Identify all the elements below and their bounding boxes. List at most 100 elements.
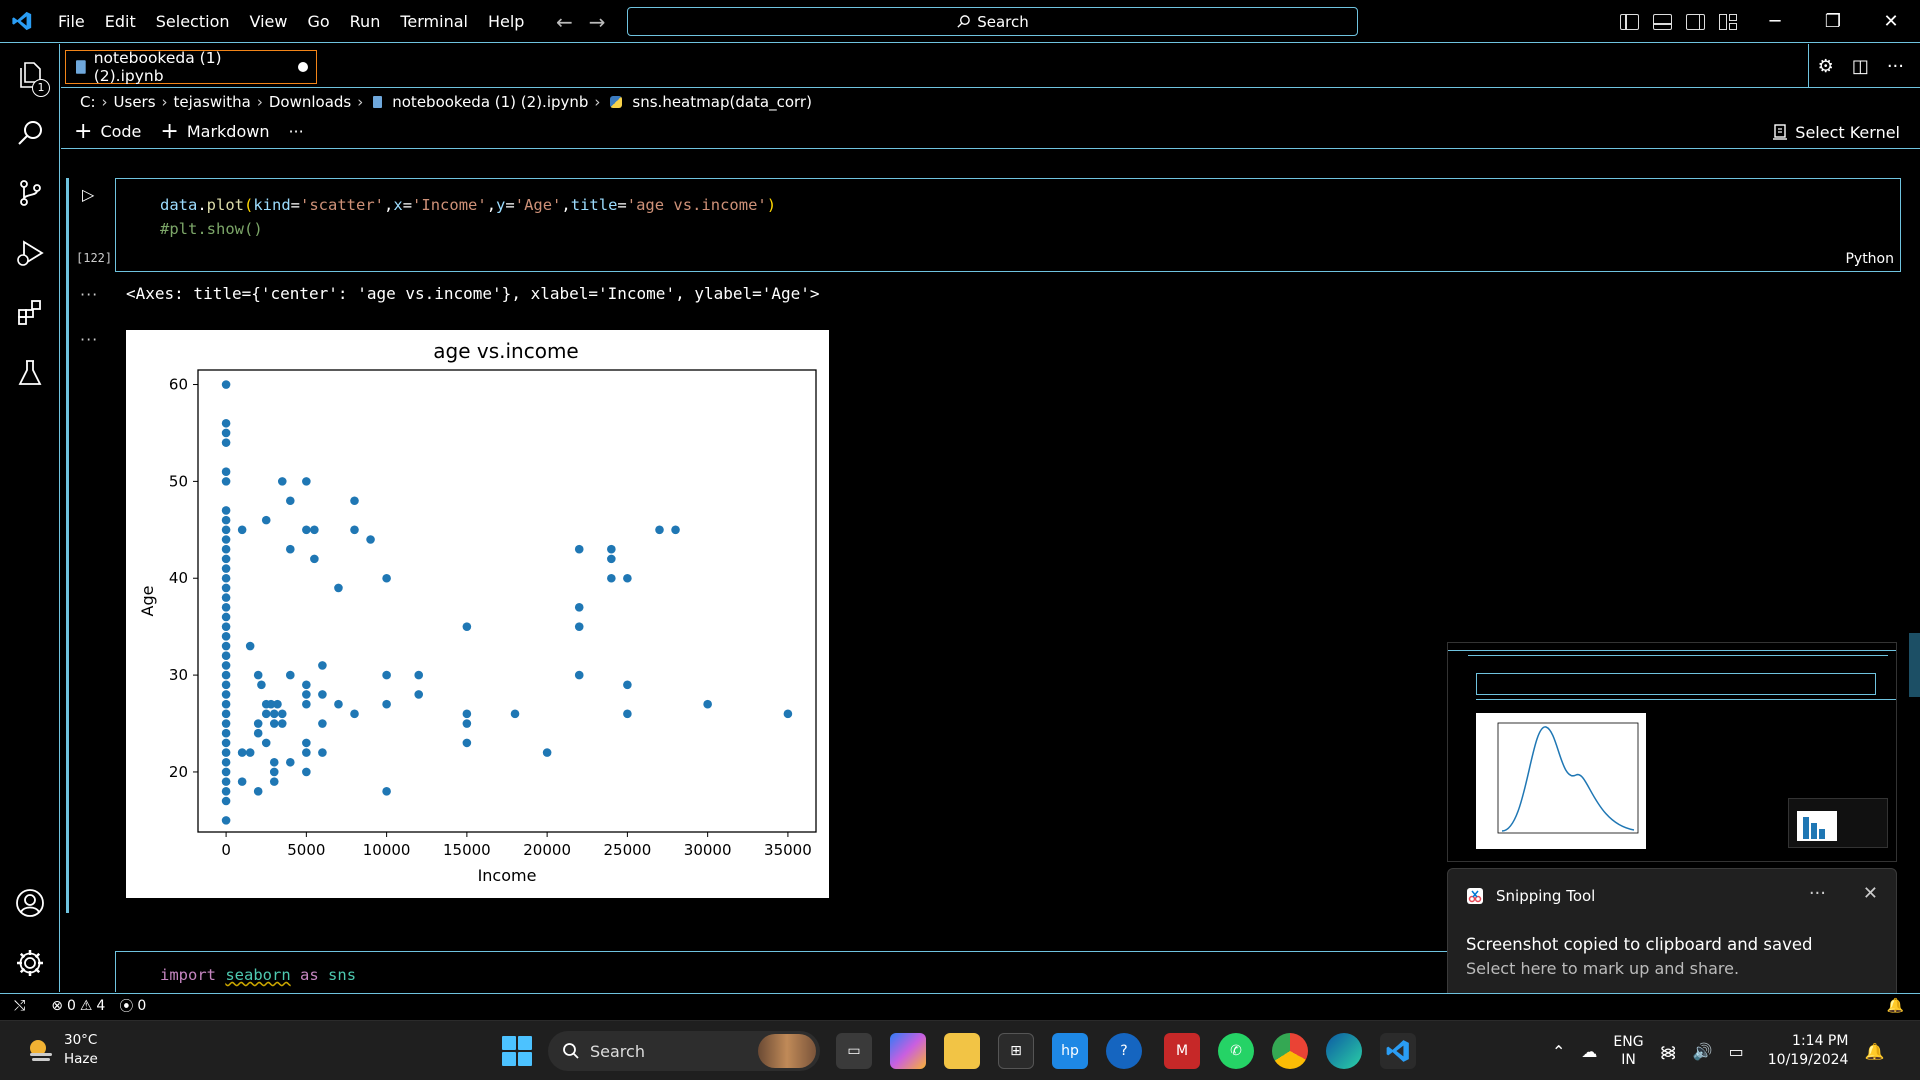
search-icon [957,15,971,28]
problems-indicator[interactable]: ⊗ 0 ⚠ 4 [51,998,105,1014]
more-actions-icon[interactable]: ··· [1886,55,1904,77]
scatter-point [221,525,231,535]
whatsapp-icon[interactable]: ✆ [1218,1033,1254,1069]
battery-icon[interactable]: ▭ [1728,1041,1744,1061]
edge-icon[interactable] [1326,1033,1362,1069]
code-cell[interactable]: data.plot(kind='scatter',x='Income',y='A… [115,178,1901,272]
select-kernel-button[interactable]: Select Kernel [1773,115,1900,149]
scatter-point [221,748,231,757]
clock[interactable]: 1:14 PM 10/19/2024 [1768,1032,1849,1070]
menu-file[interactable]: File [58,11,85,31]
scatter-point [574,622,584,631]
menu-run[interactable]: Run [349,11,381,31]
output-more-icon[interactable]: ··· [80,330,99,349]
x-tick-label: 0 [221,841,231,859]
add-markdown-cell-button[interactable]: + Markdown [160,120,269,142]
unsaved-dot-icon[interactable] [298,62,309,72]
show-hidden-icons-chevron-icon[interactable]: ⌃ [1552,1041,1566,1061]
breadcrumb-file[interactable]: notebookeda (1) (2).ipynb [392,93,589,111]
toggle-panel-icon[interactable] [1653,13,1672,30]
wifi-icon[interactable]: ᯼ [1659,1042,1677,1061]
cell-source[interactable]: data.plot(kind='scatter',x='Income',y='A… [160,196,777,238]
toggle-secondary-sidebar-icon[interactable] [1686,13,1705,30]
scatter-point [221,622,231,631]
search-sidebar-icon[interactable] [0,108,60,158]
breadcrumb-user[interactable]: tejaswitha [173,93,251,111]
add-code-cell-button[interactable]: + Code [74,120,142,142]
account-icon[interactable] [0,878,60,928]
task-view-icon[interactable]: ▭ [836,1033,872,1069]
notebook-settings-gear-icon[interactable]: ⚙ [1817,55,1834,77]
testing-flask-icon[interactable] [0,348,60,398]
back-arrow-icon[interactable]: ← [556,9,573,34]
menu-edit[interactable]: Edit [104,11,136,31]
explorer-icon[interactable]: 1 [0,50,60,100]
scatter-point [221,787,231,796]
code-cell-2[interactable]: import seaborn as sns [115,951,1455,992]
myhp-icon[interactable]: hp [1052,1033,1088,1069]
breadcrumb-users[interactable]: Users [113,93,156,111]
remote-indicator-icon[interactable]: ⤭ [14,997,26,1014]
start-button-icon[interactable] [502,1036,532,1066]
chevron-right-icon: › [161,93,168,111]
restore-button[interactable]: ❐ [1824,11,1842,32]
menu-terminal[interactable]: Terminal [400,11,468,31]
scatter-point [269,757,279,767]
notebook-toolbar: + Code + Markdown ··· Select Kernel [61,115,1920,149]
weather-widget[interactable]: 30°C Haze [26,1031,98,1069]
warning-icon: ⚠ [79,997,93,1014]
file-explorer-icon[interactable] [944,1033,980,1069]
scatter-point [302,690,311,699]
onedrive-offline-icon[interactable]: ☁ [1581,1041,1598,1061]
menu-help[interactable]: Help [487,11,525,31]
extensions-icon[interactable] [0,288,60,338]
toast-more-icon[interactable]: ··· [1808,883,1826,904]
cell-language-label[interactable]: Python [1845,251,1894,267]
breadcrumb-symbol[interactable]: sns.heatmap(data_corr) [632,93,812,111]
tab-notebook[interactable]: notebookeda (1) (2).ipynb [65,49,317,85]
toggle-primary-sidebar-icon[interactable] [1620,13,1639,30]
run-debug-icon[interactable] [0,228,60,278]
menu-selection[interactable]: Selection [155,11,230,31]
menu-view[interactable]: View [249,11,288,31]
breadcrumb-drive[interactable]: C: [80,93,96,111]
copilot-icon[interactable] [890,1033,926,1069]
microsoft-store-icon[interactable]: ⊞ [998,1033,1034,1069]
close-window-button[interactable]: ✕ [1883,11,1899,32]
scatter-chart-svg: age vs.income 0 5000 10000 15000 20000 25000 3… [138,339,817,885]
settings-gear-icon[interactable] [0,938,60,988]
menu-go[interactable]: Go [307,11,330,31]
scatter-point [245,748,255,757]
notifications-bell-icon[interactable]: 🔔 [1886,997,1904,1014]
source-control-icon[interactable] [0,168,60,218]
add-code-label: Code [100,122,142,141]
ports-indicator[interactable]: ⦿ 0 [119,996,146,1016]
volume-icon[interactable]: 🔊 [1692,1041,1713,1061]
run-cell-icon[interactable]: ▷ [82,185,95,204]
scatter-point [607,544,616,554]
chrome-icon[interactable] [1272,1033,1308,1069]
get-help-icon[interactable]: ? [1106,1033,1142,1069]
chevron-right-icon: › [594,93,601,111]
taskbar-search[interactable]: Search [548,1031,820,1071]
breadcrumb-downloads[interactable]: Downloads [268,93,352,111]
command-center-search[interactable]: Search [627,7,1358,36]
snipping-tool-notification[interactable]: Snipping Tool ··· ✕ Screenshot copied to… [1447,868,1897,1000]
input-language-indicator[interactable]: ENG IN [1613,1033,1643,1069]
scatter-point [221,467,231,476]
split-editor-icon[interactable]: ◫ [1851,55,1869,77]
vscode-taskbar-icon[interactable] [1380,1033,1416,1069]
notebook-file-icon [76,60,86,74]
scatter-point [221,699,231,709]
notification-bell-icon[interactable]: 🔔 [1864,1041,1885,1061]
scatter-point [310,554,319,564]
minimize-button[interactable]: ─ [1769,11,1781,32]
customize-layout-icon[interactable] [1719,13,1737,30]
screenshot-preview-thumbnail[interactable] [1447,642,1897,862]
mcafee-icon[interactable]: M [1164,1033,1200,1069]
cell-source-2[interactable]: import seaborn as sns [160,966,357,984]
forward-arrow-icon[interactable]: → [588,9,606,34]
toolbar-more-button[interactable]: ··· [288,122,304,141]
toast-close-icon[interactable]: ✕ [1862,883,1878,904]
output-more-icon[interactable]: ··· [80,285,99,304]
